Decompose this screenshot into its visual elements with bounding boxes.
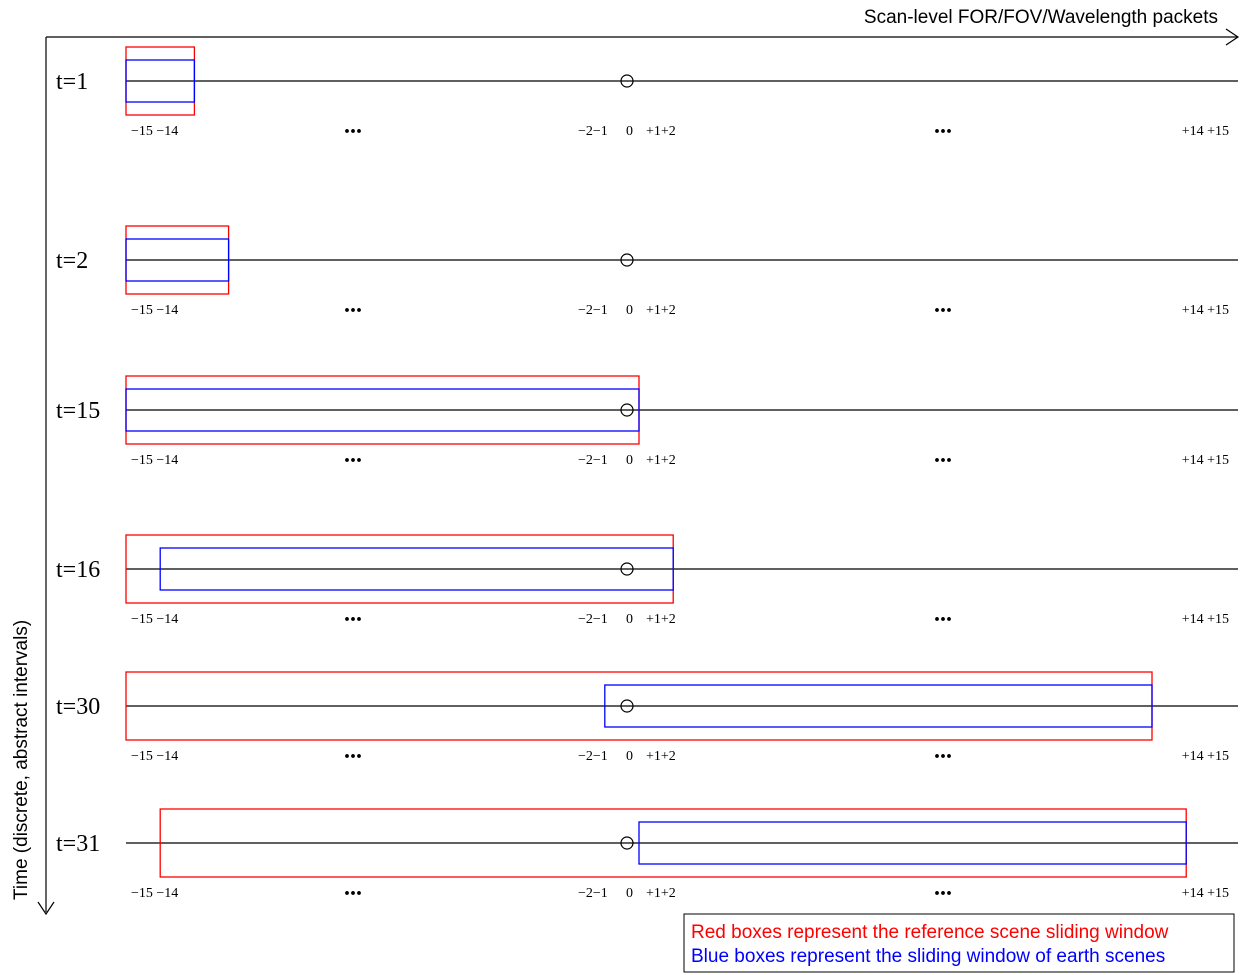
row-label: t=2 bbox=[56, 248, 88, 274]
legend-box bbox=[683, 913, 1235, 973]
tick-label-left: −15 −14 bbox=[131, 612, 178, 627]
tick-label-center-left: −2−1 bbox=[578, 453, 608, 468]
tick-label-right: +14 +15 bbox=[1182, 453, 1229, 468]
ellipsis-right: ... bbox=[934, 113, 952, 139]
timestep-row: t=31 −15 −14 −2−1 0 +1+2 +14 +15...... bbox=[56, 808, 1238, 901]
tick-label-center-left: −2−1 bbox=[578, 886, 608, 901]
tick-label-center-right: +1+2 bbox=[646, 303, 676, 318]
earth-window-box bbox=[159, 547, 674, 591]
tick-label-zero: 0 bbox=[626, 303, 633, 318]
tick-label-right: +14 +15 bbox=[1182, 124, 1229, 139]
tick-label-center-left: −2−1 bbox=[578, 303, 608, 318]
origin-circle-icon bbox=[620, 699, 634, 713]
timestep-row: t=30 −15 −14 −2−1 0 +1+2 +14 +15...... bbox=[56, 671, 1238, 764]
timestep-row: t=1 −15 −14 −2−1 0 +1+2 +14 +15...... bbox=[56, 46, 1238, 139]
y-axis: Time (discrete, abstract intervals) bbox=[11, 37, 55, 916]
y-axis-arrow-icon bbox=[37, 901, 55, 916]
tick-label-left: −15 −14 bbox=[131, 453, 178, 468]
tick-label-left: −15 −14 bbox=[131, 303, 178, 318]
ellipsis-right: ... bbox=[934, 292, 952, 318]
x-axis-label: Scan-level FOR/FOV/Wavelength packets bbox=[864, 7, 1218, 28]
tick-label-right: +14 +15 bbox=[1182, 886, 1229, 901]
x-axis-arrow-icon bbox=[1225, 28, 1240, 46]
legend: Red boxes represent the reference scene … bbox=[683, 913, 1235, 973]
tick-label-left: −15 −14 bbox=[131, 124, 178, 139]
origin-circle-icon bbox=[620, 836, 634, 850]
tick-label-center-right: +1+2 bbox=[646, 886, 676, 901]
timestep-rows: t=1 −15 −14 −2−1 0 +1+2 +14 +15... ... t=2 −15 −… bbox=[56, 46, 1238, 901]
x-axis: Scan-level FOR/FOV/Wavelength packets bbox=[46, 7, 1240, 46]
tick-label-center-left: −2−1 bbox=[578, 124, 608, 139]
ellipsis-left: ... bbox=[344, 113, 362, 139]
ellipsis-left: ... bbox=[344, 738, 362, 764]
earth-window-box bbox=[604, 684, 1153, 728]
timestep-row: t=15 −15 −14 −2−1 0 +1+2 +14 +15...... bbox=[56, 375, 1238, 468]
tick-label-zero: 0 bbox=[626, 453, 633, 468]
row-label: t=1 bbox=[56, 69, 88, 95]
legend-blue-text: Blue boxes represent the sliding window … bbox=[691, 946, 1165, 967]
tick-label-zero: 0 bbox=[626, 749, 633, 764]
row-label: t=15 bbox=[56, 398, 100, 424]
origin-circle-icon bbox=[620, 562, 634, 576]
tick-label-left: −15 −14 bbox=[131, 886, 178, 901]
ellipsis-right: ... bbox=[934, 601, 952, 627]
tick-label-center-right: +1+2 bbox=[646, 453, 676, 468]
tick-label-center-left: −2−1 bbox=[578, 749, 608, 764]
ellipsis-left: ... bbox=[344, 442, 362, 468]
earth-window-box bbox=[125, 59, 196, 103]
ellipsis-left: ... bbox=[344, 875, 362, 901]
earth-window-box bbox=[638, 821, 1187, 865]
tick-label-center-right: +1+2 bbox=[646, 612, 676, 627]
timestep-row: t=2 −15 −14 −2−1 0 +1+2 +14 +15...... bbox=[56, 225, 1238, 318]
tick-label-zero: 0 bbox=[626, 612, 633, 627]
row-label: t=30 bbox=[56, 694, 100, 720]
earth-window-box bbox=[125, 238, 230, 282]
tick-label-right: +14 +15 bbox=[1182, 303, 1229, 318]
origin-circle-icon bbox=[620, 253, 634, 267]
origin-circle-icon bbox=[620, 403, 634, 417]
y-axis-label: Time (discrete, abstract intervals) bbox=[11, 620, 32, 900]
ellipsis-right: ... bbox=[934, 875, 952, 901]
ellipsis-right: ... bbox=[934, 442, 952, 468]
origin-circle-icon bbox=[620, 74, 634, 88]
tick-label-right: +14 +15 bbox=[1182, 612, 1229, 627]
tick-label-center-right: +1+2 bbox=[646, 124, 676, 139]
tick-label-left: −15 −14 bbox=[131, 749, 178, 764]
timestep-row: t=16 −15 −14 −2−1 0 +1+2 +14 +15...... bbox=[56, 534, 1238, 627]
tick-label-right: +14 +15 bbox=[1182, 749, 1229, 764]
ellipsis-left: ... bbox=[344, 601, 362, 627]
earth-window-box bbox=[125, 388, 640, 432]
ellipsis-left: ... bbox=[344, 292, 362, 318]
tick-label-zero: 0 bbox=[626, 124, 633, 139]
tick-label-center-right: +1+2 bbox=[646, 749, 676, 764]
ellipsis-right: ... bbox=[934, 738, 952, 764]
row-label: t=31 bbox=[56, 831, 100, 857]
row-label: t=16 bbox=[56, 557, 100, 583]
tick-label-center-left: −2−1 bbox=[578, 612, 608, 627]
legend-red-text: Red boxes represent the reference scene … bbox=[691, 922, 1169, 943]
tick-label-zero: 0 bbox=[626, 886, 633, 901]
